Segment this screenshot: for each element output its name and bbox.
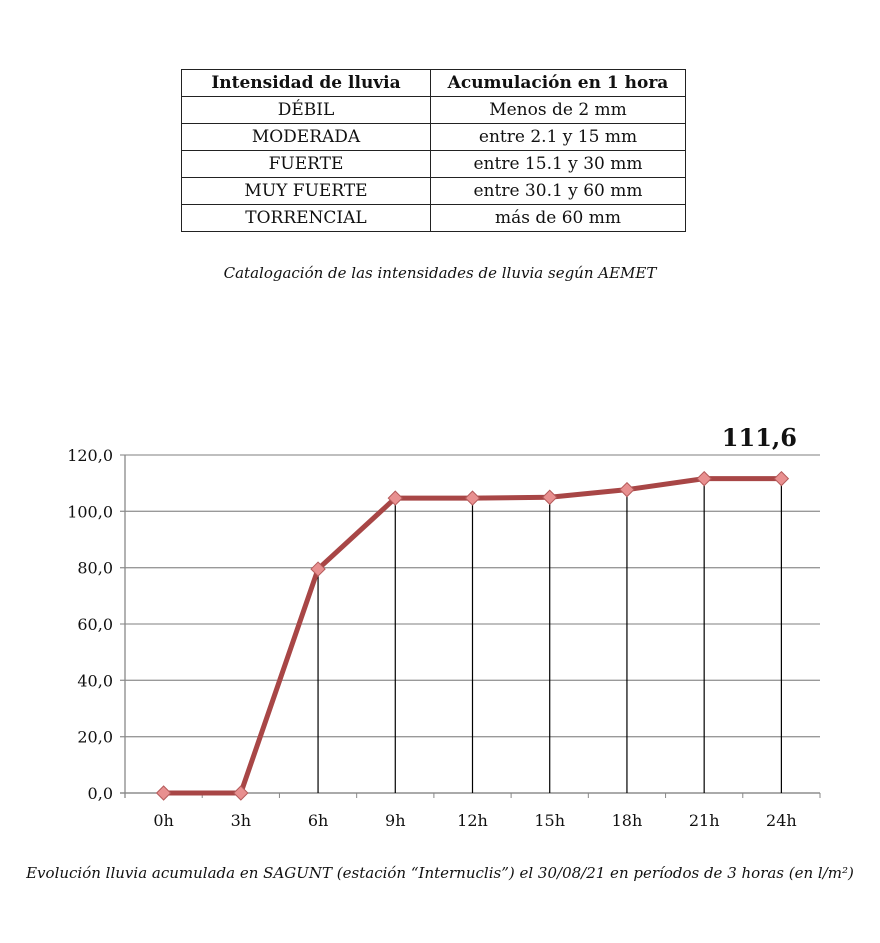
cell: entre 15.1 y 30 mm <box>430 150 686 178</box>
data-point-marker <box>619 481 635 498</box>
table-row: DÉBIL Menos de 2 mm <box>181 96 686 124</box>
table-row: FUERTE entre 15.1 y 30 mm <box>181 150 686 178</box>
table-row: TORRENCIAL más de 60 mm <box>181 204 686 232</box>
x-tick-label: 18h <box>612 811 643 830</box>
table-row: MUY FUERTE entre 30.1 y 60 mm <box>181 177 686 205</box>
table-header-row: Intensidad de lluvia Acumulación en 1 ho… <box>181 69 686 97</box>
cell: FUERTE <box>181 150 431 178</box>
x-tick-label: 12h <box>457 811 488 830</box>
data-point-marker <box>233 785 249 801</box>
data-point-marker <box>310 561 326 577</box>
data-point-marker <box>387 490 403 506</box>
column-header: Intensidad de lluvia <box>181 69 431 97</box>
x-tick-label: 0h <box>153 811 173 830</box>
data-point-marker <box>773 470 790 487</box>
cell: TORRENCIAL <box>181 204 431 232</box>
table-row: MODERADA entre 2.1 y 15 mm <box>181 123 686 151</box>
column-header: Acumulación en 1 hora <box>430 69 686 97</box>
data-point-marker <box>696 470 712 487</box>
y-tick-label: 100,0 <box>67 502 113 521</box>
y-tick-label: 60,0 <box>77 615 113 634</box>
data-point-marker <box>155 785 172 801</box>
data-point-marker <box>464 490 481 506</box>
x-tick-label: 3h <box>231 811 251 830</box>
data-point-marker <box>542 489 558 505</box>
rain-intensity-table: Intensidad de lluvia Acumulación en 1 ho… <box>181 69 686 232</box>
cell: MODERADA <box>181 123 431 151</box>
y-tick-label: 80,0 <box>77 559 113 578</box>
y-tick-label: 120,0 <box>67 446 113 465</box>
x-tick-label: 9h <box>385 811 405 830</box>
y-tick-label: 40,0 <box>77 671 113 690</box>
x-tick-label: 6h <box>308 811 328 830</box>
table-caption: Catalogación de las intensidades de lluv… <box>223 264 657 282</box>
x-tick-label: 21h <box>689 811 720 830</box>
cell: entre 30.1 y 60 mm <box>430 177 686 205</box>
cell: entre 2.1 y 15 mm <box>430 123 686 151</box>
cell: MUY FUERTE <box>181 177 431 205</box>
x-tick-label: 24h <box>766 811 797 830</box>
y-tick-label: 0,0 <box>88 784 113 803</box>
x-tick-label: 15h <box>534 811 565 830</box>
cell: más de 60 mm <box>430 204 686 232</box>
y-tick-label: 20,0 <box>77 728 113 747</box>
chart-caption: Evolución lluvia acumulada en SAGUNT (es… <box>26 864 854 882</box>
cell: Menos de 2 mm <box>430 96 686 124</box>
max-value-annotation: 111,6 <box>722 423 797 452</box>
